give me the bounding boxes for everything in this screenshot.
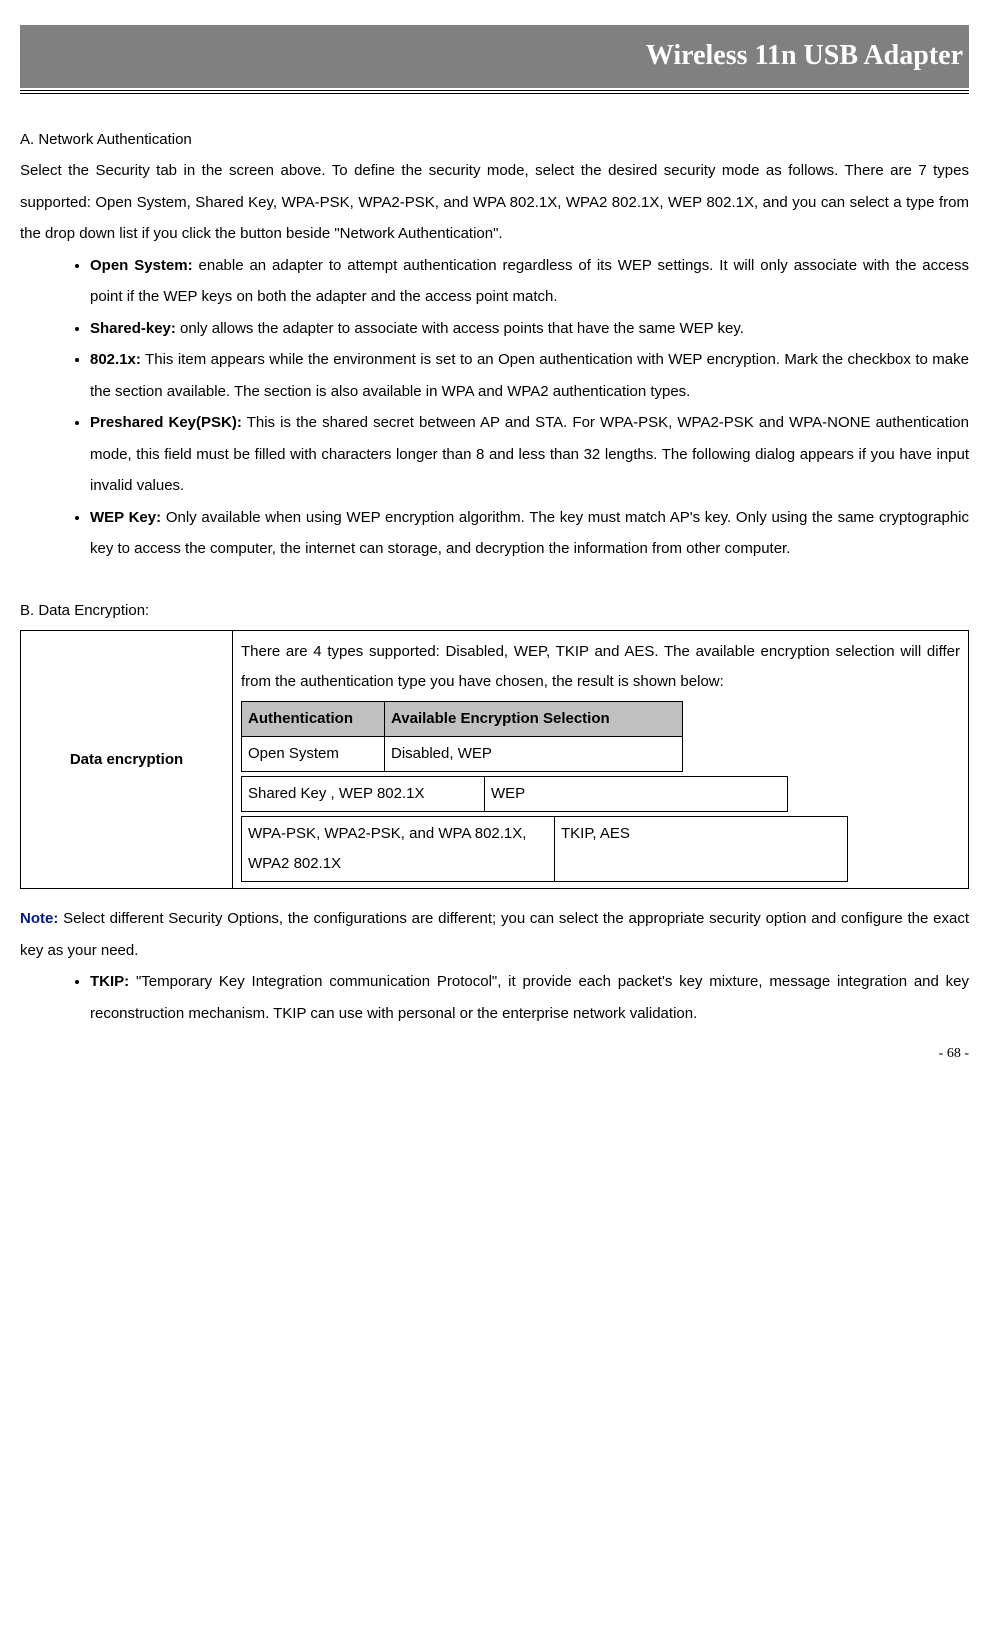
inner-table-row1: Authentication Available Encryption Sele…	[241, 701, 683, 772]
inner-header: Available Encryption Selection	[385, 702, 683, 737]
inner-cell: WPA-PSK, WPA2-PSK, and WPA 802.1X, WPA2 …	[242, 817, 555, 882]
item-label: Open System:	[90, 257, 193, 274]
list-item: TKIP: "Temporary Key Integration communi…	[90, 966, 969, 1029]
note-list: TKIP: "Temporary Key Integration communi…	[20, 966, 969, 1029]
inner-cell: Shared Key , WEP 802.1X	[242, 777, 485, 812]
section-a-heading: A. Network Authentication	[20, 124, 969, 156]
header-title: Wireless 11n USB Adapter	[20, 25, 969, 88]
note-label: Note:	[20, 910, 58, 927]
table-content-cell: There are 4 types supported: Disabled, W…	[233, 631, 969, 889]
note-text: Select different Security Options, the c…	[20, 910, 969, 959]
item-text: Only available when using WEP encryption…	[90, 509, 969, 558]
section-a-list: Open System: enable an adapter to attemp…	[20, 250, 969, 565]
item-text: enable an adapter to attempt authenticat…	[90, 257, 969, 306]
inner-cell: TKIP, AES	[555, 817, 848, 882]
note-paragraph: Note: Select different Security Options,…	[20, 903, 969, 966]
inner-cell: WEP	[485, 777, 788, 812]
data-encryption-table: Data encryption There are 4 types suppor…	[20, 630, 969, 889]
inner-cell: Open System	[242, 737, 385, 772]
list-item: Shared-key: only allows the adapter to a…	[90, 313, 969, 345]
item-label: 802.1x:	[90, 351, 141, 368]
item-label: Preshared Key(PSK):	[90, 414, 242, 431]
header-underline	[20, 90, 969, 94]
item-text: This item appears while the environment …	[90, 351, 969, 400]
list-item: WEP Key: Only available when using WEP e…	[90, 502, 969, 565]
list-item: Open System: enable an adapter to attemp…	[90, 250, 969, 313]
section-b-heading: B. Data Encryption:	[20, 595, 969, 627]
table-desc: There are 4 types supported: Disabled, W…	[241, 637, 960, 697]
inner-table-row3: WPA-PSK, WPA2-PSK, and WPA 802.1X, WPA2 …	[241, 816, 848, 882]
inner-cell: Disabled, WEP	[385, 737, 683, 772]
list-item: Preshared Key(PSK): This is the shared s…	[90, 407, 969, 502]
item-text: "Temporary Key Integration communication…	[90, 973, 969, 1022]
section-a-intro: Select the Security tab in the screen ab…	[20, 155, 969, 250]
list-item: 802.1x: This item appears while the envi…	[90, 344, 969, 407]
item-text: only allows the adapter to associate wit…	[176, 320, 744, 337]
table-row-label: Data encryption	[21, 631, 233, 889]
item-label: WEP Key:	[90, 509, 161, 526]
item-label: TKIP:	[90, 973, 129, 990]
item-label: Shared-key:	[90, 320, 176, 337]
inner-table-row2: Shared Key , WEP 802.1X WEP	[241, 776, 788, 812]
page-number: - 68 -	[20, 1039, 969, 1068]
inner-header: Authentication	[242, 702, 385, 737]
